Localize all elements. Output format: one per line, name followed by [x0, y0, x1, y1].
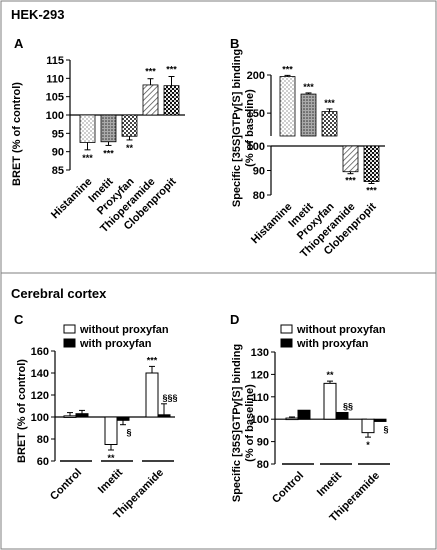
- sig-label-b-0: ***: [282, 64, 293, 74]
- section-frame-top: [0, 0, 437, 274]
- bar-d-0-0: [285, 417, 299, 421]
- bar-b-3: [342, 145, 359, 173]
- section-title-top: HEK-293: [11, 7, 64, 22]
- y-tick-label-a-6: 115: [46, 55, 64, 67]
- bar-c-1-1: [116, 416, 130, 421]
- sig-label-a-0: ***: [82, 153, 93, 163]
- x-tick-label-d-0: Control: [270, 470, 306, 506]
- y-tick-label-d-4: 120: [251, 369, 269, 381]
- y-tick-label-a-5: 110: [46, 73, 64, 85]
- y-tick-label-c-0: 60: [37, 456, 49, 468]
- legend-swatch-d-with: [280, 338, 293, 348]
- sig-label-d-0-1: **: [326, 370, 334, 380]
- bar-b-2-upper: [321, 111, 338, 137]
- legend-swatch-d-without: [280, 324, 293, 334]
- sig-label-d-1-2: §: [383, 424, 388, 434]
- panel-letter-a: A: [14, 36, 24, 51]
- y-tick-label-a-1: 90: [52, 147, 64, 159]
- sig-label-d-1-1: §§: [343, 401, 353, 411]
- sig-label-b-3: ***: [345, 176, 356, 186]
- legend-swatch-c-with: [63, 338, 76, 348]
- sig-label-c-1-2: §§§: [162, 393, 177, 403]
- panel-letter-d: D: [230, 312, 239, 327]
- chart-panel-b: 1502008090100***Histamine***Imetit***Pro…: [247, 64, 385, 260]
- y-tick-label-d-2: 100: [251, 414, 269, 426]
- bar-a-3: [142, 84, 159, 116]
- sig-label-c-1-1: §: [126, 428, 131, 438]
- y-tick-label-a-4: 105: [46, 92, 64, 104]
- section-frame-bottom: [0, 272, 437, 550]
- bar-d-1-2: [373, 418, 387, 422]
- y-tick-label-d-3: 110: [251, 392, 269, 404]
- sig-label-b-4: ***: [366, 185, 377, 195]
- bar-c-0-0: [63, 415, 77, 418]
- y-axis-label-b-line1: Specific [35S]GTPγ[S] binding: [231, 49, 243, 207]
- sig-label-b-2: ***: [324, 98, 335, 108]
- y-tick-label-a-2: 95: [52, 128, 64, 140]
- panel-letter-b: B: [230, 36, 239, 51]
- bar-b-1-upper: [300, 93, 317, 137]
- legend-label-d-without: without proxyfan: [296, 324, 386, 336]
- bar-c-1-0: [75, 413, 89, 418]
- sig-label-b-1: ***: [303, 82, 314, 92]
- y-axis-label-a: BRET (% of control): [11, 82, 23, 186]
- bar-c-1-2: [157, 414, 171, 418]
- bar-b-4: [363, 145, 380, 182]
- y-tick-label-b-upper-0: 150: [247, 108, 265, 120]
- y-axis-label-d-line2: (% of baseline): [244, 384, 256, 462]
- y-tick-label-d-0: 80: [257, 459, 269, 471]
- bar-a-2: [121, 114, 138, 137]
- bar-d-0-2: [361, 418, 375, 434]
- y-tick-label-a-3: 100: [46, 110, 64, 122]
- bar-a-4: [163, 85, 180, 116]
- x-tick-label-c-0: Control: [48, 467, 84, 503]
- y-tick-label-c-3: 120: [31, 390, 49, 402]
- sig-label-a-1: ***: [103, 148, 114, 158]
- sig-label-a-3: ***: [145, 67, 156, 77]
- y-tick-label-b-lower-1: 90: [253, 166, 265, 178]
- y-axis-label-d-line1: Specific [35S]GTPγ[S] binding: [231, 344, 243, 502]
- sig-label-c-0-2: ***: [147, 355, 158, 365]
- legend-swatch-c-without: [63, 324, 76, 334]
- bar-c-0-2: [145, 372, 159, 418]
- y-tick-label-d-1: 90: [257, 437, 269, 449]
- y-tick-label-d-5: 130: [251, 347, 269, 359]
- bar-d-0-1: [323, 382, 337, 420]
- bar-d-1-0: [297, 409, 311, 420]
- panel-letter-c: C: [14, 312, 24, 327]
- bar-d-1-1: [335, 411, 349, 420]
- y-tick-label-b-upper-1: 200: [247, 70, 265, 82]
- y-tick-label-c-1: 80: [37, 434, 49, 446]
- section-title-bottom: Cerebral cortex: [11, 286, 107, 301]
- bar-c-0-1: [104, 416, 118, 445]
- chart-panel-a: 859095100105110115***Histamine***Imetit*…: [46, 55, 185, 235]
- x-tick-label-c-1: Imetit: [96, 466, 125, 495]
- legend-label-c-without: without proxyfan: [79, 324, 169, 336]
- y-tick-label-c-2: 100: [31, 412, 49, 424]
- y-tick-label-a-0: 85: [52, 165, 64, 177]
- legend-label-d-with: with proxyfan: [296, 338, 369, 350]
- sig-label-c-0-1: **: [107, 453, 115, 463]
- y-tick-label-b-lower-2: 100: [247, 141, 265, 153]
- y-axis-label-c: BRET (% of control): [16, 359, 28, 463]
- x-tick-label-d-1: Imetit: [315, 469, 344, 498]
- y-tick-label-b-lower-0: 80: [253, 190, 265, 202]
- y-tick-label-c-4: 140: [31, 368, 49, 380]
- y-tick-label-c-5: 160: [31, 346, 49, 358]
- sig-label-a-4: ***: [166, 65, 177, 75]
- bar-b-0-upper: [279, 76, 296, 137]
- sig-label-a-2: **: [126, 143, 134, 153]
- sig-label-d-0-2: *: [366, 440, 370, 450]
- legend-label-c-with: with proxyfan: [79, 338, 152, 350]
- bar-a-0: [79, 114, 96, 143]
- y-axis-label-b-line2: (% of baseline): [244, 89, 256, 167]
- bar-a-1: [100, 114, 117, 143]
